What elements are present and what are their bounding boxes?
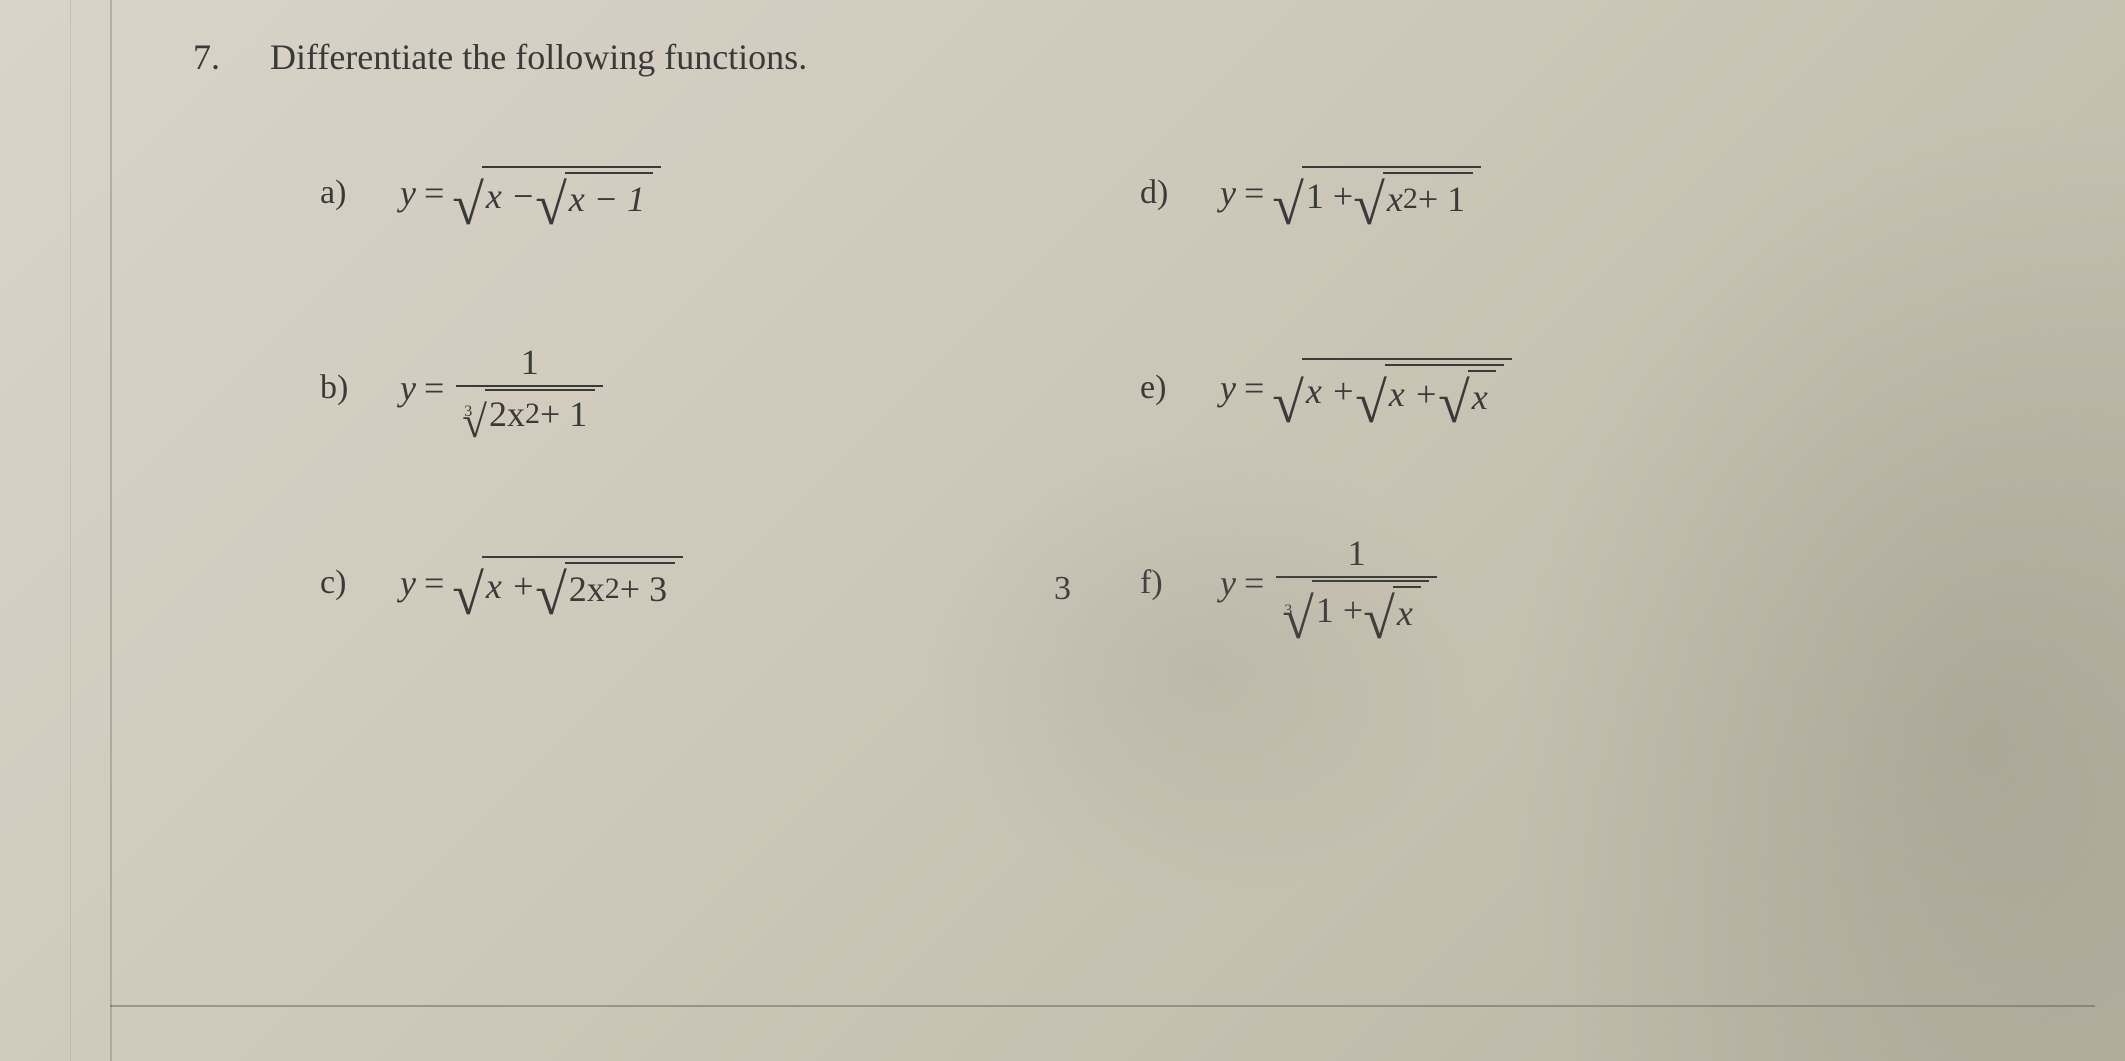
question-number: 7.	[180, 36, 220, 78]
item-c: c) y = √ x + √ 2x2 + 3	[320, 528, 1140, 638]
equals: =	[1236, 367, 1272, 409]
inner-sqrt: √ x	[1363, 586, 1421, 634]
right-column: d) y = √ 1 + √ x2 + 1	[1140, 138, 1960, 638]
prefix: 1 +	[1306, 175, 1353, 217]
radicand-prefix: x −	[486, 175, 535, 217]
lvl2-prefix: x +	[1389, 373, 1438, 415]
exponent: 2	[1403, 182, 1418, 216]
item-e: e) y = √ x + √ x +	[1140, 333, 1960, 443]
item-b: b) y = 1 3 √ 2x	[320, 333, 1140, 443]
lhs: y	[1220, 562, 1236, 604]
inner-sqrt: √ 2x2 + 3	[535, 562, 675, 610]
prefix: 1 +	[1316, 589, 1363, 631]
page-region: 7. Differentiate the following functions…	[0, 0, 2125, 1061]
numerator: 1	[513, 339, 547, 385]
item-a-expression: y = √ x − √ x − 1	[400, 166, 661, 220]
outer-sqrt: √ x + √ 2x2 + 3	[452, 556, 683, 610]
equals: =	[1236, 562, 1272, 604]
coef: 2x	[569, 568, 605, 610]
lhs: y	[1220, 367, 1236, 409]
item-b-expression: y = 1 3 √ 2x2 + 1	[400, 339, 607, 437]
item-d-expression: y = √ 1 + √ x2 + 1	[1220, 166, 1481, 220]
lhs: y	[400, 367, 416, 409]
var: x	[1387, 178, 1403, 220]
exponent: 2	[605, 572, 620, 606]
item-d-label: d)	[1140, 174, 1180, 212]
tail: + 1	[1418, 178, 1465, 220]
equals: =	[416, 172, 452, 214]
question-header: 7. Differentiate the following functions…	[180, 36, 2005, 78]
inner-sqrt: √ x2 + 1	[1353, 172, 1473, 220]
left-column: a) y = √ x − √ x − 1	[320, 138, 1140, 638]
item-d: d) y = √ 1 + √ x2 + 1	[1140, 138, 1960, 248]
coef: 2x	[489, 393, 525, 435]
outer-sqrt: √ 1 + √ x2 + 1	[1272, 166, 1481, 220]
bottom-rule	[110, 1005, 2095, 1007]
sqrt-level-3: √ x	[1438, 370, 1496, 418]
item-e-expression: y = √ x + √ x + √	[1220, 358, 1512, 418]
lhs: y	[400, 172, 416, 214]
equals: =	[1236, 172, 1272, 214]
tail: + 1	[540, 393, 587, 435]
item-f-expression: y = 1 3 √ 1 +	[1220, 530, 1441, 636]
fraction: 1 3 √ 2x2 + 1	[456, 339, 603, 437]
prefix: x +	[486, 565, 535, 607]
lhs: y	[400, 562, 416, 604]
spine-rule-faint	[70, 0, 71, 1061]
equals: =	[416, 562, 452, 604]
equals: =	[416, 367, 452, 409]
sqrt-level-2: √ x + √ x	[1355, 364, 1503, 418]
item-a-label: a)	[320, 174, 360, 212]
question-text: Differentiate the following functions.	[270, 36, 2005, 78]
inner-radicand: x	[1393, 586, 1421, 634]
item-a: a) y = √ x − √ x − 1	[320, 138, 1140, 248]
item-c-expression: y = √ x + √ 2x2 + 3	[400, 556, 683, 610]
exponent: 2	[525, 397, 540, 431]
inner-sqrt: √ x − 1	[535, 172, 653, 220]
numerator: 1	[1340, 530, 1374, 576]
lvl3-radicand: x	[1468, 370, 1496, 418]
item-f-label: f)	[1140, 564, 1180, 602]
item-c-label: c)	[320, 564, 360, 602]
item-e-label: e)	[1140, 369, 1180, 407]
spine-rule	[110, 0, 112, 1061]
outer-sqrt: √ x − √ x − 1	[452, 166, 661, 220]
page-number: 3	[1054, 570, 1071, 608]
lhs: y	[1220, 172, 1236, 214]
tail: + 3	[620, 568, 667, 610]
cuberoot: 3 √ 1 + √ x	[1284, 580, 1429, 634]
item-f: f) y = 1 3 √ 1	[1140, 528, 1960, 638]
cuberoot: 3 √ 2x2 + 1	[464, 389, 595, 435]
sqrt-level-1: √ x + √ x + √ x	[1272, 358, 1511, 418]
lvl1-prefix: x +	[1306, 370, 1355, 412]
fraction: 1 3 √ 1 + √	[1276, 530, 1437, 636]
inner-radicand: x − 1	[565, 172, 653, 220]
item-b-label: b)	[320, 369, 360, 407]
items-grid: a) y = √ x − √ x − 1	[320, 138, 2005, 638]
